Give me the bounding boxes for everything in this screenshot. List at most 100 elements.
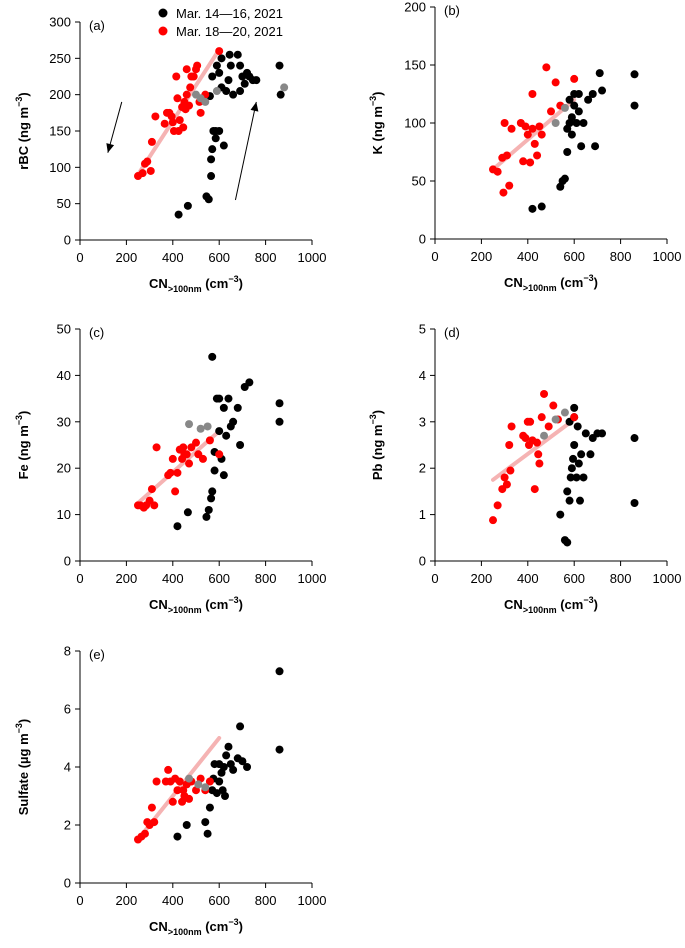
x-tick-label: 800 xyxy=(255,250,277,265)
data-point xyxy=(505,181,514,190)
x-tick-label: 1000 xyxy=(298,250,327,265)
y-tick-label: 5 xyxy=(419,322,426,337)
data-point xyxy=(577,142,586,151)
data-point xyxy=(630,499,639,507)
data-point xyxy=(215,47,224,56)
x-tick-label: 600 xyxy=(563,249,585,264)
y-tick-label: 10 xyxy=(57,507,71,522)
x-tick-label: 1000 xyxy=(298,893,327,908)
y-tick-label: 2 xyxy=(419,461,426,476)
data-point xyxy=(173,94,182,103)
data-point xyxy=(171,487,180,496)
data-point xyxy=(598,429,607,438)
x-tick-label: 600 xyxy=(563,571,585,586)
x-label-main: CN xyxy=(149,276,168,291)
x-axis-label: CN>100nm (cm−3) xyxy=(504,273,598,293)
x-tick-label: 0 xyxy=(76,893,83,908)
y-label-exponent: −3 xyxy=(14,723,24,733)
data-point xyxy=(222,87,231,96)
data-point xyxy=(236,441,245,449)
data-point xyxy=(208,352,217,361)
legend-label-series1: Mar. 14—16, 2021 xyxy=(176,6,283,21)
data-point xyxy=(143,157,152,166)
data-point xyxy=(186,83,195,92)
data-point xyxy=(500,473,509,482)
x-label-unit-close: ) xyxy=(239,597,243,612)
x-tick-label: 1000 xyxy=(653,249,682,264)
data-point xyxy=(563,538,572,547)
y-tick-label: 300 xyxy=(49,15,71,30)
data-point xyxy=(221,792,229,800)
data-point xyxy=(570,403,579,412)
data-point xyxy=(540,431,549,440)
data-point xyxy=(185,794,194,803)
data-point xyxy=(567,130,576,139)
data-point xyxy=(204,195,213,204)
data-point xyxy=(275,745,284,754)
data-point xyxy=(219,141,228,150)
data-point xyxy=(252,76,261,85)
y-tick-label: 3 xyxy=(419,414,426,429)
x-axis-label: CN>100nm (cm−3) xyxy=(504,595,598,615)
data-point xyxy=(563,487,572,496)
data-point xyxy=(203,829,212,838)
data-point xyxy=(192,438,200,447)
data-point xyxy=(215,394,224,403)
data-point xyxy=(224,394,233,403)
y-tick-label: 0 xyxy=(64,554,71,569)
y-tick-label: 250 xyxy=(49,51,71,66)
data-point xyxy=(584,95,593,104)
data-point xyxy=(551,78,560,87)
data-point xyxy=(570,74,579,83)
y-tick-label: 100 xyxy=(49,160,71,175)
x-tick-label: 400 xyxy=(517,571,539,586)
data-point xyxy=(523,130,532,139)
data-point xyxy=(276,90,285,99)
x-label-unit-close: ) xyxy=(239,919,243,934)
data-point xyxy=(202,512,211,521)
x-label-unit: (cm xyxy=(202,597,229,612)
y-label-exponent: −3 xyxy=(14,97,24,107)
data-point xyxy=(574,90,583,98)
y-tick-label: 30 xyxy=(57,414,71,429)
y-tick-label: 150 xyxy=(404,58,426,73)
data-point xyxy=(535,122,544,131)
x-label-unit-close: ) xyxy=(594,597,598,612)
data-point xyxy=(507,124,516,133)
data-point xyxy=(528,124,537,133)
data-point xyxy=(185,774,194,783)
data-point xyxy=(572,473,581,482)
data-point xyxy=(566,473,575,482)
data-point xyxy=(236,722,245,731)
data-point xyxy=(219,403,228,412)
data-point xyxy=(275,667,284,676)
data-point xyxy=(215,427,224,436)
data-point xyxy=(204,505,213,514)
data-point xyxy=(212,61,221,70)
y-tick-label: 2 xyxy=(64,818,71,833)
data-point xyxy=(215,450,224,459)
x-tick-label: 200 xyxy=(471,571,493,586)
data-point xyxy=(537,130,546,139)
data-point xyxy=(236,61,245,70)
data-point xyxy=(224,76,233,85)
data-point xyxy=(567,464,576,473)
x-label-unit: (cm xyxy=(557,597,584,612)
x-label-subscript: >100nm xyxy=(168,927,202,937)
y-label-exponent: −3 xyxy=(14,415,24,425)
data-point xyxy=(502,480,511,489)
data-point xyxy=(499,188,508,197)
data-point xyxy=(147,485,156,494)
data-point xyxy=(212,87,221,96)
series-period1 xyxy=(528,69,639,213)
y-label-main: Fe (ng m xyxy=(16,425,31,479)
data-point xyxy=(526,158,535,167)
data-point xyxy=(549,401,558,410)
data-point xyxy=(168,454,177,463)
data-point xyxy=(208,72,217,81)
trend-arrow xyxy=(106,101,123,153)
data-point xyxy=(211,134,220,143)
x-label-main: CN xyxy=(504,275,523,290)
y-tick-label: 0 xyxy=(419,554,426,569)
y-tick-label: 6 xyxy=(64,702,71,717)
